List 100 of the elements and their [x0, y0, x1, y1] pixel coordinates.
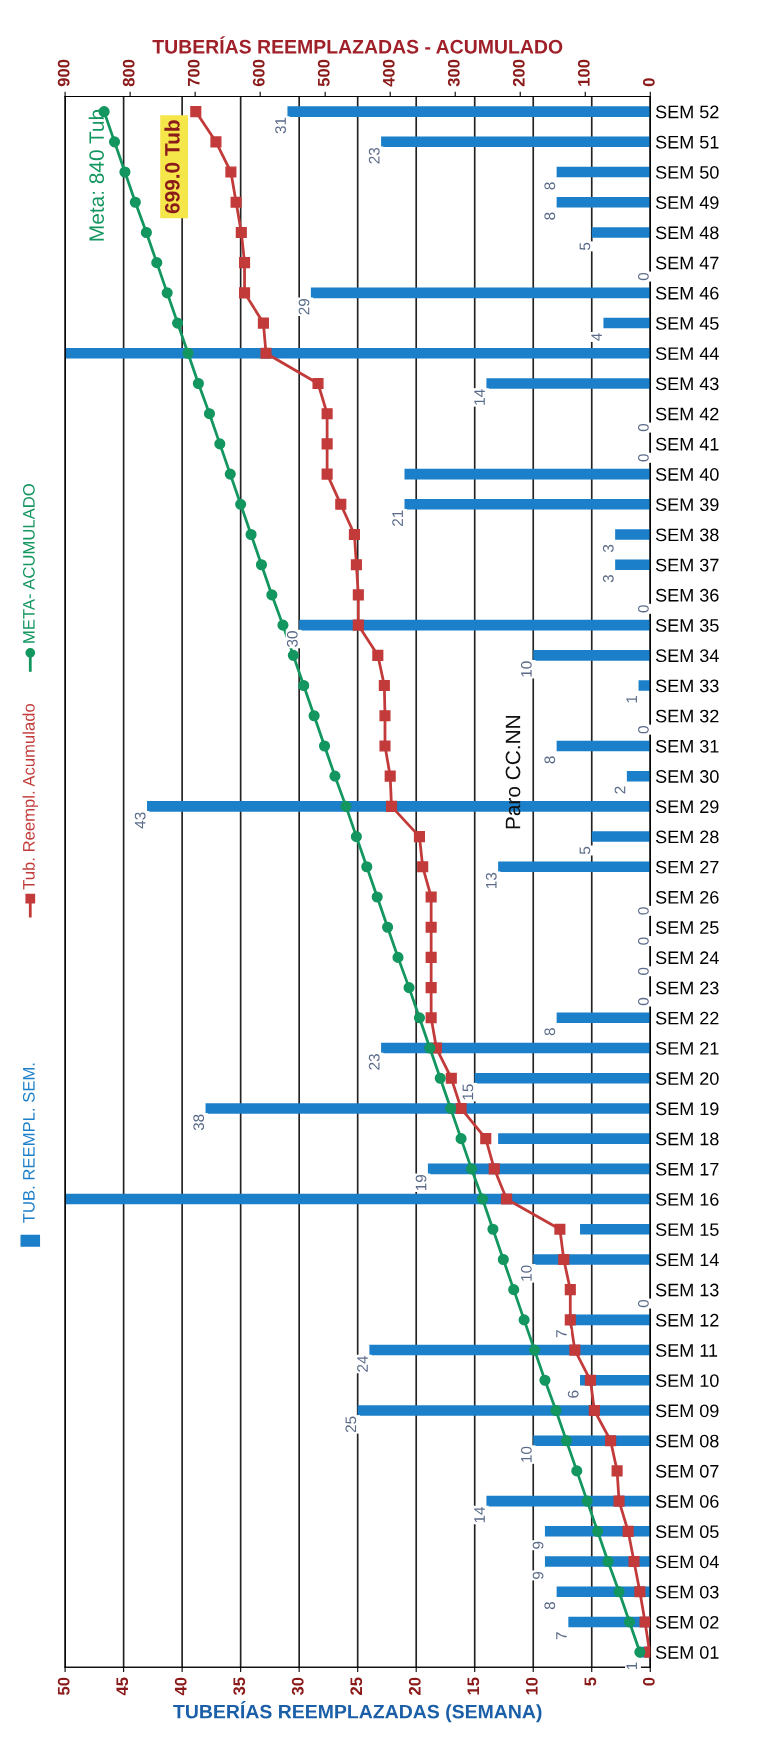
data-label: 0: [637, 725, 649, 734]
point: [172, 317, 184, 329]
point: [129, 196, 141, 208]
point: [487, 1223, 499, 1235]
data-label: 9: [532, 1541, 544, 1549]
x2-tick-label: 900: [57, 59, 70, 87]
data-label: 19: [415, 1174, 427, 1191]
x-tick-label: 50: [57, 1677, 70, 1695]
bar: [615, 529, 651, 540]
data-label: 38: [193, 1114, 205, 1131]
data-label: 0: [637, 272, 649, 281]
y-tick-label: SEM 44: [655, 347, 719, 360]
point: [455, 1102, 467, 1114]
bar: [357, 1405, 651, 1416]
y-tick-label: SEM 38: [655, 528, 719, 542]
data-label: 13: [485, 872, 497, 888]
data-label: 15: [462, 1084, 474, 1100]
y-tick-label: SEM 27: [655, 860, 719, 874]
bar: [65, 1193, 651, 1205]
data-label: 14: [474, 389, 485, 405]
data-label: 3: [602, 544, 614, 553]
point: [465, 1163, 478, 1175]
point: [634, 1646, 646, 1658]
point: [335, 498, 347, 510]
y-tick-label: SEM 24: [655, 951, 719, 965]
y-tick-label: SEM 25: [655, 921, 719, 934]
point: [622, 1525, 634, 1537]
bar: [591, 831, 651, 842]
point: [634, 1586, 646, 1598]
point: [260, 347, 272, 359]
point: [584, 1374, 597, 1386]
bar: [556, 196, 651, 208]
data-label: 8: [544, 756, 556, 764]
point: [613, 1495, 625, 1507]
data-label: 0: [637, 423, 649, 432]
bar: [556, 740, 651, 752]
point: [550, 1404, 562, 1417]
x-tick-label: 35: [233, 1677, 246, 1696]
bar: [603, 317, 651, 329]
x2-tick-label: 400: [382, 59, 395, 87]
point: [225, 166, 237, 178]
y-tick-label: SEM 08: [655, 1434, 719, 1448]
point: [434, 1072, 446, 1084]
data-label: 9: [532, 1571, 544, 1579]
y-tick-label: SEM 26: [655, 890, 719, 904]
y-tick-label: SEM 46: [655, 286, 719, 300]
y-tick-label: SEM 29: [655, 800, 719, 814]
point: [384, 770, 396, 782]
y-tick-label: SEM 07: [655, 1464, 719, 1478]
y-tick-label: SEM 21: [655, 1041, 719, 1055]
point: [210, 136, 222, 148]
x2-tick-label: 600: [252, 59, 265, 87]
annotation: 699.0 Tub: [164, 120, 180, 214]
point: [318, 740, 331, 752]
point: [238, 287, 251, 299]
point: [564, 1314, 576, 1326]
point: [413, 831, 426, 843]
bar: [65, 347, 651, 359]
y-tick-label: SEM 41: [655, 437, 719, 451]
data-label: 10: [520, 661, 532, 677]
y-tick-label: SEM 05: [655, 1525, 719, 1539]
point: [214, 438, 226, 450]
data-label: 3: [602, 575, 614, 583]
data-label: 25: [345, 1416, 357, 1433]
point: [190, 106, 202, 118]
y-tick-label: SEM 14: [655, 1253, 719, 1267]
point: [350, 559, 362, 571]
point: [571, 1465, 583, 1477]
bar: [381, 1042, 651, 1054]
x-tick-label: 15: [467, 1677, 480, 1695]
x2-tick-label: 200: [512, 59, 525, 87]
y-tick-label: SEM 02: [655, 1615, 719, 1629]
bar: [556, 166, 651, 178]
point: [119, 166, 131, 178]
y-tick-label: SEM 22: [655, 1011, 719, 1025]
data-label: 0: [637, 1299, 649, 1308]
point: [192, 377, 204, 390]
point: [623, 1616, 636, 1628]
point: [203, 408, 215, 420]
bar: [404, 468, 651, 480]
bar: [580, 1223, 651, 1235]
y-tick-label: SEM 12: [655, 1313, 719, 1327]
data-label: 8: [544, 1028, 556, 1036]
y-tick-label: SEM 15: [655, 1223, 719, 1236]
y-tick-label: SEM 42: [655, 407, 719, 421]
point: [554, 1223, 566, 1235]
y-tick-label: SEM 01: [655, 1646, 719, 1659]
point: [425, 1012, 437, 1024]
bar: [556, 1012, 651, 1024]
point: [417, 861, 429, 873]
point: [592, 1525, 604, 1537]
point: [372, 649, 384, 661]
point: [445, 1102, 457, 1114]
point: [588, 1404, 600, 1417]
point: [425, 921, 437, 933]
data-label: 0: [637, 937, 649, 945]
x-tick-label: 10: [525, 1677, 538, 1695]
data-label: 0: [637, 907, 649, 915]
point: [308, 710, 320, 722]
point: [611, 1465, 623, 1477]
